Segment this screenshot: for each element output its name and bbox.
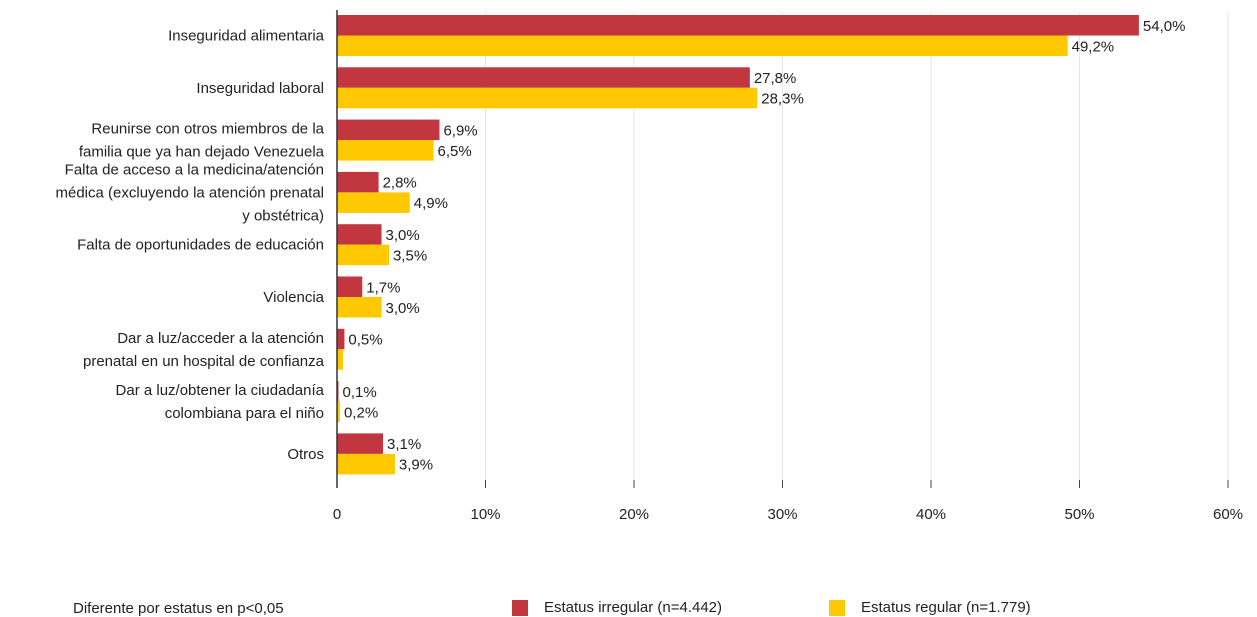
data-label: 2,8% bbox=[383, 175, 417, 192]
bar-irregular bbox=[337, 67, 750, 88]
category-label-line: prenatal en un hospital de confianza bbox=[83, 353, 325, 370]
data-label: 3,5% bbox=[393, 247, 427, 264]
category-label-line: y obstétrica) bbox=[242, 207, 324, 224]
bar-irregular bbox=[337, 433, 384, 454]
data-label: 54,0% bbox=[1143, 18, 1186, 35]
x-tick-label: 10% bbox=[470, 506, 500, 523]
data-label: 1,7% bbox=[366, 279, 400, 296]
bar-regular bbox=[337, 244, 389, 266]
data-label: 27,8% bbox=[754, 70, 797, 87]
category-label: Otros bbox=[287, 446, 324, 463]
bar-regular bbox=[337, 35, 1068, 56]
legend-swatch-irregular bbox=[512, 599, 528, 616]
category-label: Dar a luz/obtener la ciudadanía colombian… bbox=[116, 382, 325, 422]
bar-regular bbox=[337, 87, 758, 109]
category-label-line: médica (excluyendo la atención prenatal bbox=[56, 184, 325, 201]
x-tick-label: 0 bbox=[333, 506, 341, 523]
data-label: 3,9% bbox=[399, 457, 433, 474]
category-label-line: Inseguridad alimentaria bbox=[168, 28, 325, 45]
data-label: 6,9% bbox=[443, 122, 477, 139]
bar-regular bbox=[337, 297, 382, 318]
category-label: Inseguridad laboral bbox=[196, 80, 324, 97]
x-tick-label: 30% bbox=[767, 506, 797, 523]
category-label-line: Violencia bbox=[263, 289, 324, 306]
bar-irregular bbox=[337, 15, 1139, 36]
data-label: 3,0% bbox=[386, 300, 420, 317]
category-label-line: Dar a luz/obtener la ciudadanía bbox=[116, 382, 325, 399]
category-label: Violencia bbox=[263, 289, 324, 306]
data-label: 0,2% bbox=[344, 404, 378, 421]
bar-regular bbox=[337, 192, 410, 213]
category-label: Dar a luz/acceder a la atención prenatal … bbox=[83, 330, 325, 370]
legend-item-regular: Estatus regular (n=1.779) bbox=[829, 599, 1031, 616]
x-tick-label: 60% bbox=[1213, 506, 1243, 523]
bars: 54,0% 49,2% 27,8% 28,3% 6,9% 6,5% 2,8% 4,9% 3,0%… bbox=[337, 15, 1186, 475]
legend-label-regular: Estatus regular (n=1.779) bbox=[861, 599, 1031, 616]
category-label-line: Dar a luz/acceder a la atención bbox=[117, 330, 324, 347]
bar-irregular bbox=[337, 224, 382, 245]
x-tick-label: 40% bbox=[916, 506, 946, 523]
data-label: 0,1% bbox=[342, 384, 376, 401]
category-label-line: Otros bbox=[287, 446, 324, 463]
category-label: Reunirse con otros miembros de la familia… bbox=[79, 121, 325, 161]
category-label-line: Reunirse con otros miembros de la bbox=[91, 121, 324, 138]
category-label: Falta de acceso a la medicina/atención mé… bbox=[56, 161, 325, 224]
data-label: 0,5% bbox=[348, 332, 382, 349]
data-label: 49,2% bbox=[1072, 38, 1115, 55]
bar-irregular bbox=[337, 119, 440, 141]
bar-regular bbox=[337, 453, 395, 475]
bar-regular bbox=[337, 349, 343, 370]
x-axis-ticks: 0 10% 20% 30% 40% 50% 60% bbox=[333, 480, 1243, 523]
data-label: 4,9% bbox=[414, 195, 448, 212]
category-label: Falta de oportunidades de educación bbox=[77, 237, 324, 254]
data-label: 28,3% bbox=[761, 91, 804, 108]
bar-chart: 54,0% 49,2% 27,8% 28,3% 6,9% 6,5% 2,8% 4,9% 3,0%… bbox=[56, 10, 1243, 523]
category-label-line: familia que ya han dejado Venezuela bbox=[79, 144, 325, 161]
data-label: 6,5% bbox=[438, 143, 472, 160]
category-label-line: Falta de oportunidades de educación bbox=[77, 237, 324, 254]
legend-swatch-regular bbox=[829, 599, 845, 616]
category-label-line: colombiana para el niño bbox=[165, 405, 324, 422]
x-tick-label: 20% bbox=[619, 506, 649, 523]
category-labels: Inseguridad alimentaria Inseguridad labor… bbox=[56, 28, 325, 463]
bar-regular bbox=[337, 401, 340, 423]
legend-item-irregular: Estatus irregular (n=4.442) bbox=[512, 599, 722, 616]
category-label: Inseguridad alimentaria bbox=[168, 28, 325, 45]
x-tick-label: 50% bbox=[1064, 506, 1094, 523]
bar-irregular bbox=[337, 328, 345, 350]
bar-irregular bbox=[337, 276, 363, 297]
bar-regular bbox=[337, 140, 434, 161]
bar-irregular bbox=[337, 171, 379, 193]
category-label-line: Falta de acceso a la medicina/atención bbox=[65, 161, 324, 178]
significance-note: Diferente por estatus en p<0,05 bbox=[73, 600, 284, 617]
legend-label-irregular: Estatus irregular (n=4.442) bbox=[544, 599, 723, 616]
data-label: 3,0% bbox=[386, 227, 420, 244]
data-label: 3,1% bbox=[387, 436, 421, 453]
category-label-line: Inseguridad laboral bbox=[196, 80, 324, 97]
